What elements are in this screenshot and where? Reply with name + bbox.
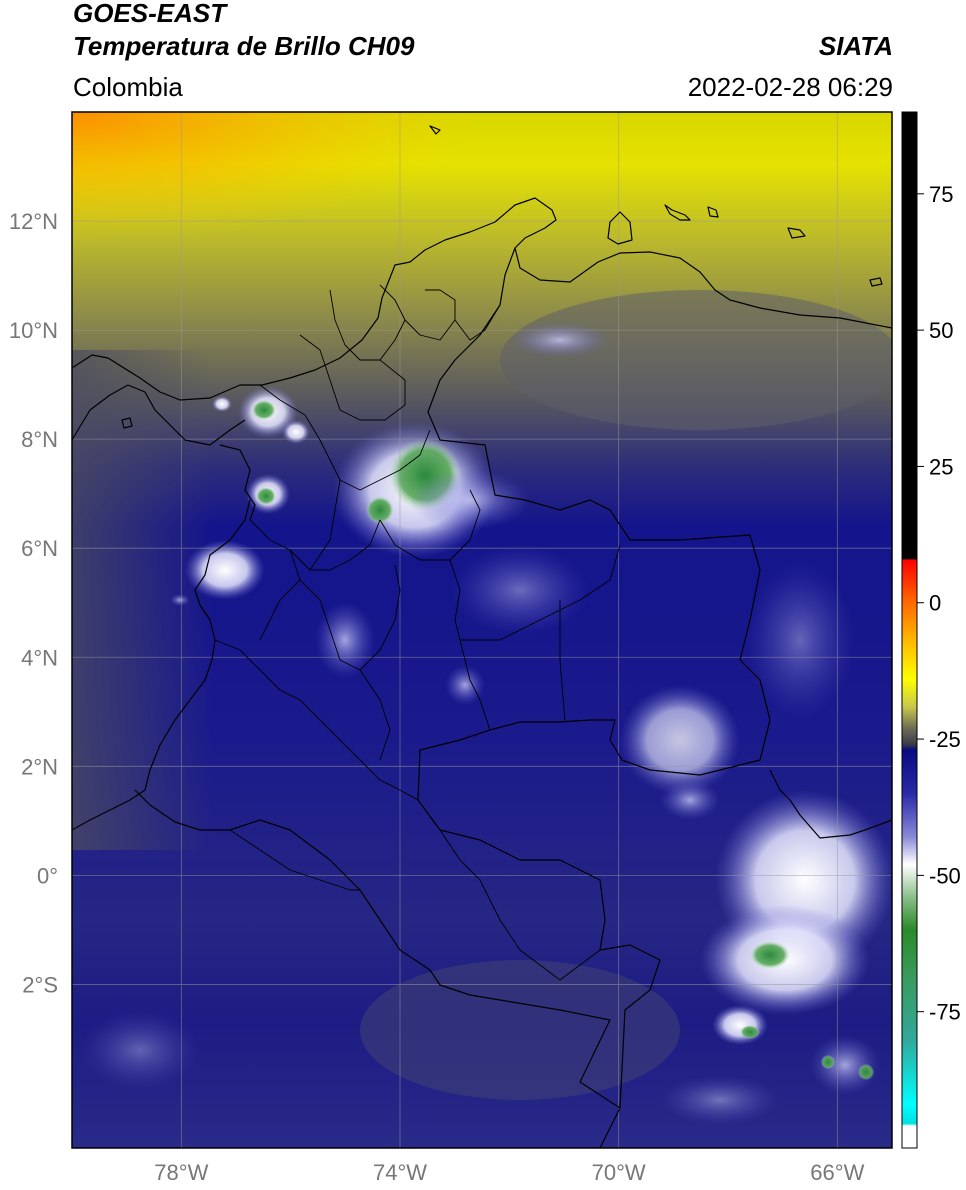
coastline bbox=[664, 204, 691, 221]
organization-label: SIATA bbox=[818, 31, 893, 61]
convective-cloud bbox=[712, 1005, 768, 1045]
department-border bbox=[229, 829, 360, 891]
department-border bbox=[559, 600, 566, 723]
department-border bbox=[289, 549, 401, 671]
colorbar-tick-label: 50 bbox=[929, 318, 953, 343]
cold-cloud-core bbox=[366, 496, 394, 524]
coastline bbox=[72, 197, 892, 401]
cloud-fragment bbox=[80, 1010, 200, 1090]
lat-tick-label: 2°N bbox=[21, 754, 58, 779]
lat-tick-label: 0° bbox=[37, 863, 58, 888]
coastline bbox=[72, 384, 246, 446]
colorbar bbox=[902, 112, 917, 1148]
convective-cloud bbox=[185, 540, 265, 600]
cold-cloud-core bbox=[858, 1064, 874, 1080]
lon-tick-label: 74°W bbox=[373, 1160, 427, 1185]
latitude-ticks: 12°N 10°N 8°N 6°N 4°N 2°N 0° 2°S bbox=[9, 209, 58, 997]
department-border bbox=[454, 304, 501, 341]
satellite-title: GOES-EAST bbox=[73, 0, 227, 28]
department-border bbox=[459, 639, 491, 731]
department-border bbox=[359, 669, 391, 761]
cloud-fragment bbox=[745, 560, 855, 720]
lat-tick-label: 2°S bbox=[22, 972, 58, 997]
coastline bbox=[429, 125, 441, 135]
cold-cloud-core bbox=[750, 941, 790, 969]
cold-cloud-core bbox=[256, 487, 276, 505]
cloud-fragment bbox=[660, 1075, 780, 1125]
cloud-fragment bbox=[315, 602, 375, 678]
convective-cloud bbox=[620, 685, 740, 795]
cloud-fragment bbox=[170, 594, 190, 606]
department-border bbox=[439, 829, 601, 981]
department-border bbox=[449, 544, 621, 641]
colorbar-frame bbox=[901, 111, 918, 1149]
department-border bbox=[309, 479, 341, 571]
country-border bbox=[134, 789, 621, 1109]
lon-tick-label: 70°W bbox=[592, 1160, 646, 1185]
coastline bbox=[72, 499, 251, 831]
cold-cloud-core bbox=[740, 1025, 760, 1039]
region-label: Colombia bbox=[73, 72, 183, 102]
cold-cloud-core bbox=[252, 400, 276, 420]
coastline bbox=[121, 417, 133, 429]
colorbar-tick-label: -25 bbox=[929, 727, 961, 752]
amazon-warm-region bbox=[360, 960, 680, 1100]
colorbar-ticks: 75 50 25 0 -25 -50 -75 bbox=[917, 182, 961, 1025]
convective-cloud bbox=[282, 420, 310, 444]
gridlines bbox=[72, 112, 892, 1148]
department-border bbox=[299, 334, 406, 421]
colorbar-tick-label: -75 bbox=[929, 1000, 961, 1025]
lat-tick-label: 12°N bbox=[9, 209, 58, 234]
cloud-fragment bbox=[410, 470, 530, 530]
lon-tick-label: 78°W bbox=[154, 1160, 208, 1185]
colorbar-tick-label: 0 bbox=[929, 591, 941, 616]
coastline bbox=[607, 211, 633, 245]
cloud-fragment bbox=[510, 322, 610, 358]
department-border bbox=[249, 519, 381, 571]
coastline bbox=[869, 277, 883, 287]
lat-tick-label: 4°N bbox=[21, 645, 58, 670]
coastline bbox=[707, 206, 719, 218]
department-border bbox=[259, 579, 301, 641]
lon-tick-label: 66°W bbox=[810, 1160, 864, 1185]
product-title: Temperatura de Brillo CH09 bbox=[73, 31, 415, 61]
colorbar-tick-label: -50 bbox=[929, 863, 961, 888]
colorbar-tick-label: 25 bbox=[929, 454, 953, 479]
venezuela-warm-region bbox=[500, 290, 892, 430]
pacific-warm-region bbox=[72, 350, 212, 850]
colorbar-tick-label: 75 bbox=[929, 182, 953, 207]
country-border bbox=[599, 1107, 621, 1148]
borders bbox=[72, 125, 892, 1148]
country-border bbox=[219, 444, 256, 521]
lat-tick-label: 6°N bbox=[21, 536, 58, 561]
longitude-ticks: 78°W 74°W 70°W 66°W bbox=[154, 1160, 864, 1185]
coastline bbox=[787, 227, 806, 239]
department-border bbox=[214, 639, 419, 801]
cold-cloud-core bbox=[821, 1055, 835, 1069]
cloud-fragment bbox=[445, 665, 485, 705]
country-border bbox=[417, 247, 771, 1109]
country-border bbox=[769, 769, 892, 839]
lat-tick-label: 8°N bbox=[21, 427, 58, 452]
lat-tick-label: 10°N bbox=[9, 318, 58, 343]
map-frame bbox=[71, 111, 893, 1149]
cloud-fragment bbox=[660, 780, 720, 820]
datetime-label: 2022-02-28 06:29 bbox=[687, 72, 893, 102]
cloud-fragment bbox=[810, 1035, 880, 1095]
map-panel bbox=[72, 112, 892, 1148]
cloud-fragment bbox=[450, 545, 590, 635]
convective-cloud bbox=[212, 396, 232, 412]
